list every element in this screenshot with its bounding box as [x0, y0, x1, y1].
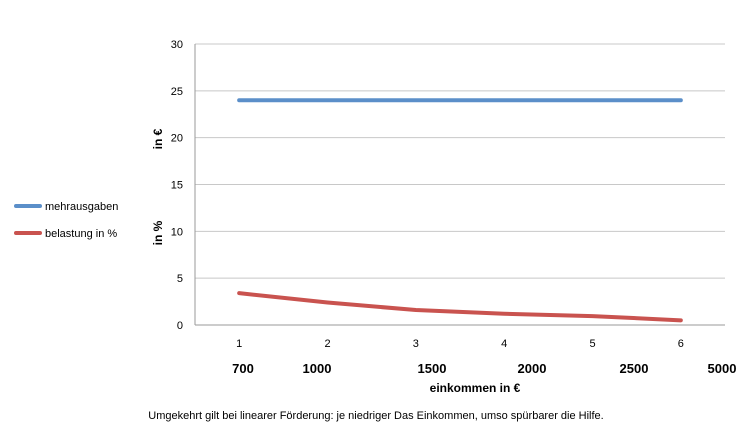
gridlines: [194, 43, 725, 326]
series-lines: [237, 98, 683, 323]
x-tick-label: 5: [589, 338, 595, 350]
y-axis-label-percent: in %: [151, 220, 165, 245]
legend: mehrausgaben belastung in %: [14, 201, 118, 240]
y-tick-label: 10: [171, 226, 183, 238]
income-labels: 700 1000 1500 2000 2500 5000: [232, 361, 736, 376]
series-line-belastung-in-: [237, 291, 683, 323]
income-label: 700: [232, 361, 254, 376]
x-tick-label: 3: [413, 338, 419, 350]
chart-caption: Umgekehrt gilt bei linearer Förderung: j…: [148, 410, 604, 422]
x-axis-label: einkommen in €: [430, 381, 521, 395]
legend-label: mehrausgaben: [45, 201, 118, 213]
x-tick-label: 2: [324, 338, 330, 350]
income-label: 2000: [518, 361, 547, 376]
legend-label: belastung in %: [45, 228, 117, 240]
y-tick-label: 30: [171, 39, 183, 51]
x-tick-label: 1: [236, 338, 242, 350]
x-tick-label: 4: [501, 338, 507, 350]
y-tick-labels: 0 5 10 15 20 25 30: [171, 39, 183, 332]
income-label: 1000: [303, 361, 332, 376]
y-tick-label: 25: [171, 86, 183, 98]
y-tick-label: 15: [171, 180, 183, 192]
x-tick-label: 6: [678, 338, 684, 350]
income-label: 5000: [708, 361, 737, 376]
income-label: 1500: [418, 361, 447, 376]
y-axis-label-euro: in €: [151, 128, 165, 149]
income-label: 2500: [620, 361, 649, 376]
y-tick-label: 5: [177, 273, 183, 285]
x-tick-labels: 1 2 3 4 5 6: [236, 338, 684, 350]
line-chart: 0 5 10 15 20 25 30 1 2 3 4 5 6 700 1000 1500 2000 2500 5…: [14, 39, 736, 395]
y-tick-label: 20: [171, 133, 183, 145]
y-tick-label: 0: [177, 320, 183, 332]
